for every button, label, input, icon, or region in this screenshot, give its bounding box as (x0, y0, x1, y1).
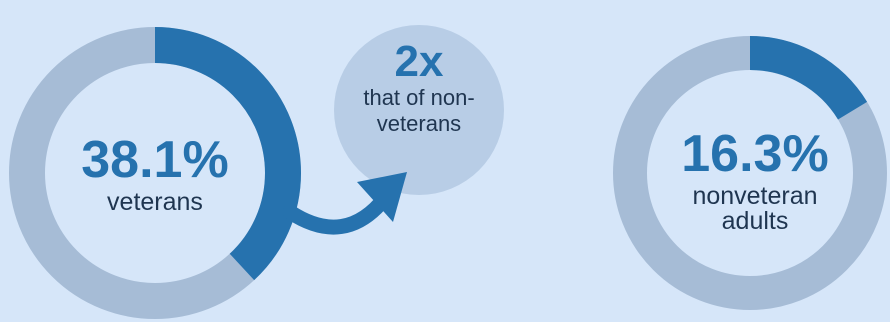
label-veterans: veterans (107, 188, 203, 216)
donut-segment-nonveteran (613, 36, 887, 310)
donut-chart-veterans (9, 27, 301, 319)
label-nonveteran-line-2: adults (721, 207, 789, 235)
callout-bubble (334, 25, 504, 195)
callout-line-1: that of non- (363, 85, 475, 110)
donut-label-nonveteran: 16.3% nonveteran adults (650, 128, 860, 234)
label-nonveteran-line-1: nonveteran (692, 182, 818, 210)
percent-veterans: 38.1% (81, 131, 229, 189)
donut-segment-veterans (9, 27, 301, 319)
callout-text: 2x that of non- veterans (334, 40, 504, 136)
percent-nonveteran: 16.3% (681, 125, 829, 183)
donut-chart-nonveteran-adults (613, 36, 887, 310)
curved-arrow-icon (282, 172, 407, 235)
callout-multiplier: 2x (394, 37, 444, 86)
donut-label-veterans: 38.1% veterans (50, 134, 260, 215)
callout-line-2: veterans (376, 111, 462, 136)
